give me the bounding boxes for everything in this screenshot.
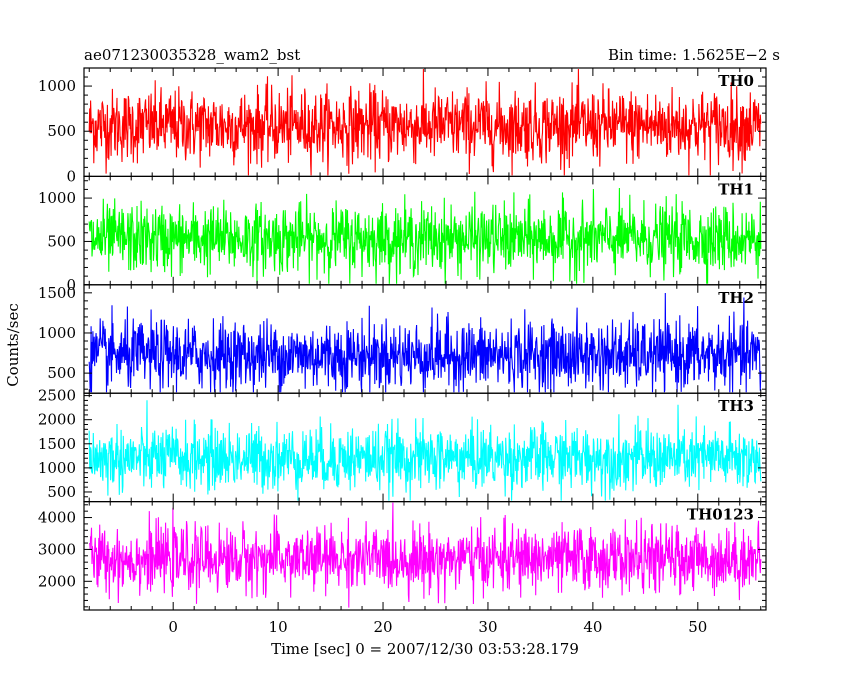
y-tick-label: 3000 (38, 540, 76, 558)
y-tick-label: 500 (47, 122, 76, 140)
y-tick-label: 2500 (38, 387, 76, 405)
y-tick-label: 1500 (38, 284, 76, 302)
series-th1 (88, 187, 762, 284)
y-tick-label: 2000 (38, 572, 76, 590)
y-tick-label: 4000 (38, 509, 76, 527)
panel-th0: 0 500 1000 TH0 (38, 67, 767, 185)
y-axis-label: Counts/sec (4, 303, 22, 387)
panel-label: TH2 (718, 289, 754, 307)
y-tick-label: 1000 (38, 459, 76, 477)
y-tick-label: 1000 (38, 189, 76, 207)
x-tick-label: 50 (688, 618, 707, 636)
y-tick-label: 500 (47, 483, 76, 501)
series-th0 (88, 68, 762, 176)
panel-th0123: 2000 3000 4000 TH0123 (38, 501, 767, 611)
panel-th1: 0 500 1000 TH1 (38, 175, 767, 294)
chart-title: ae071230035328_wam2_bst (84, 46, 300, 64)
y-tick-label: 0 (66, 276, 76, 294)
series-th3 (88, 400, 762, 501)
y-tick-label: 2000 (38, 411, 76, 429)
y-tick-label: 500 (47, 232, 76, 250)
x-tick-label: 0 (168, 618, 178, 636)
x-tick-label: 30 (478, 618, 497, 636)
panel-label: TH3 (718, 397, 754, 415)
x-tick-label: 10 (269, 618, 288, 636)
y-tick-label: 1000 (38, 77, 76, 95)
y-tick-label: 0 (66, 167, 76, 185)
y-tick-label: 1000 (38, 324, 76, 342)
y-tick-label: 1500 (38, 435, 76, 453)
x-axis-label: Time [sec] 0 = 2007/12/30 03:53:28.179 (271, 640, 579, 658)
chart-subtitle: Bin time: 1.5625E−2 s (608, 46, 780, 64)
panel-label: TH0 (718, 72, 754, 90)
y-tick-label: 500 (47, 364, 76, 382)
panel-label: TH0123 (687, 506, 754, 524)
panel-label: TH1 (718, 180, 754, 198)
x-tick-label: 20 (373, 618, 392, 636)
panel-th3: 500 1000 1500 2000 2500 TH3 (38, 387, 767, 503)
x-tick-label: 40 (583, 618, 602, 636)
series-th2 (88, 292, 762, 393)
panel-th2: 500 1000 1500 TH2 (38, 284, 767, 394)
series-th0123 (89, 502, 762, 608)
